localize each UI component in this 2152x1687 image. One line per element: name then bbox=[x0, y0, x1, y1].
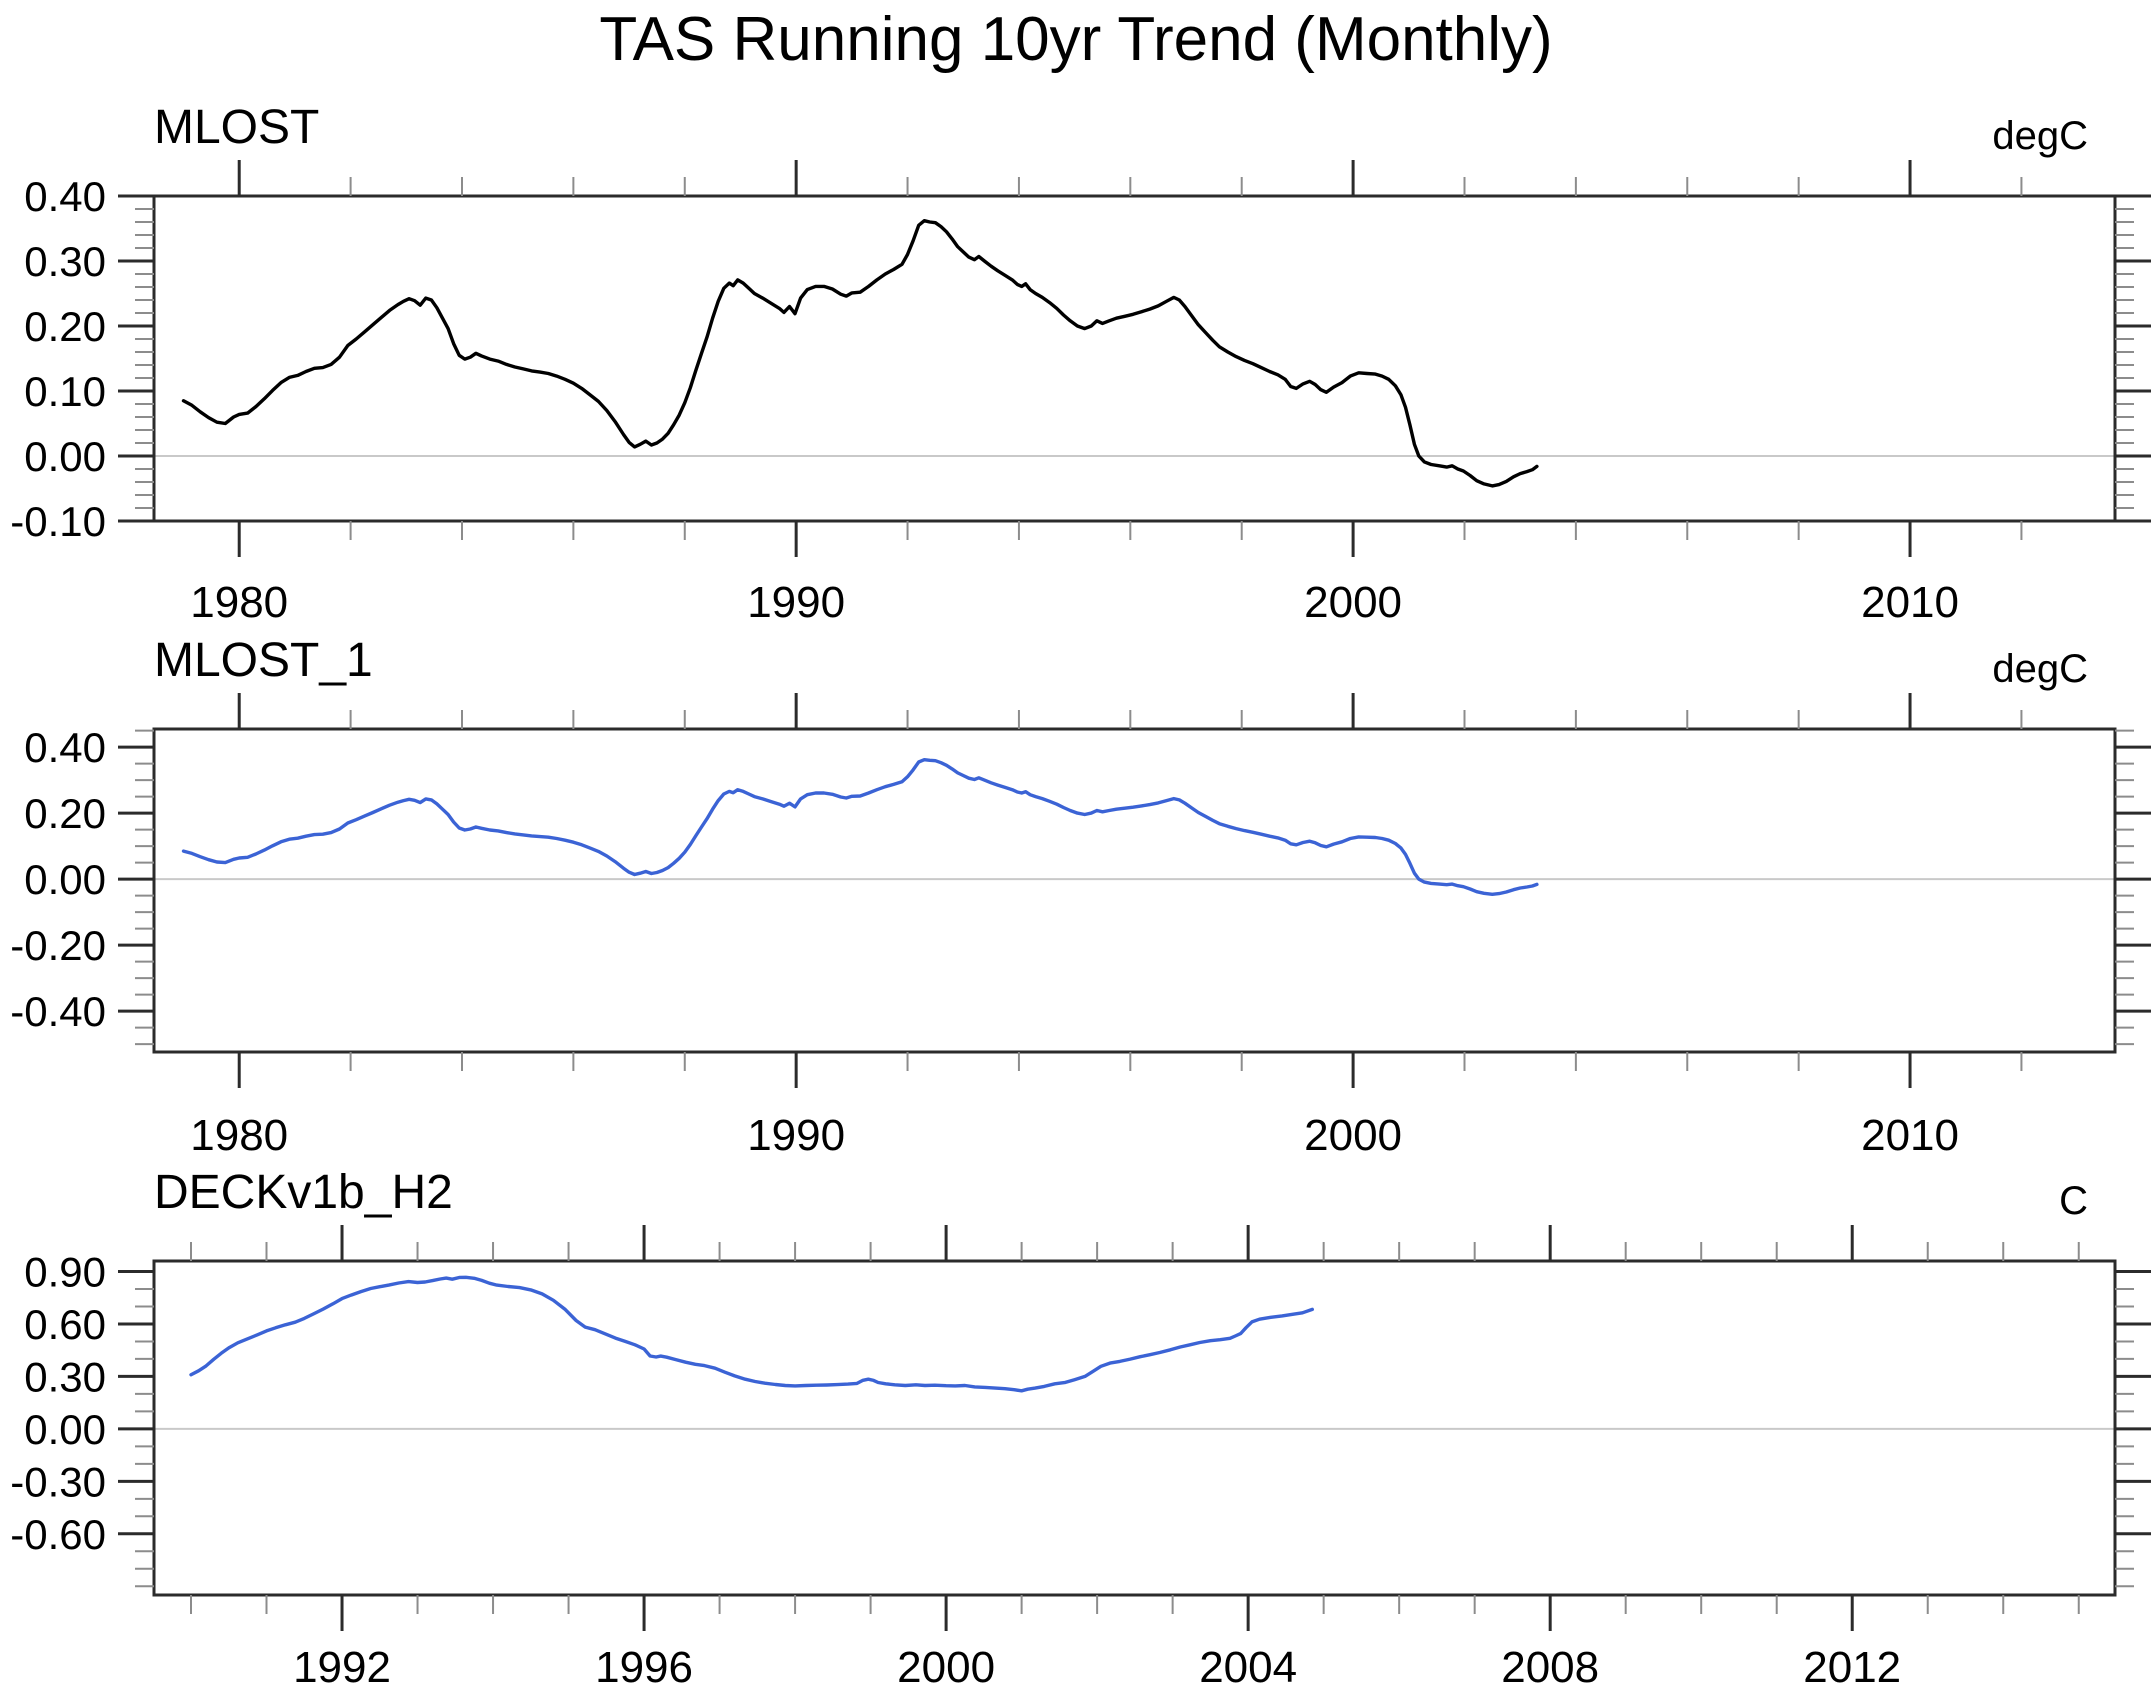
x-tick-label: 1990 bbox=[747, 578, 845, 627]
panel-3-unit: C bbox=[2059, 1179, 2088, 1223]
x-tick-label: 2000 bbox=[1304, 578, 1402, 627]
series-line-mlost_1 bbox=[181, 758, 1539, 896]
y-tick-label: -0.40 bbox=[10, 988, 106, 1035]
y-tick-label: 0.20 bbox=[24, 303, 106, 350]
plot-frame-mlost_1 bbox=[152, 727, 2117, 1054]
x-tick-label: 1996 bbox=[595, 1643, 693, 1687]
x-tick-label: 2000 bbox=[1304, 1111, 1402, 1160]
chart-title: TAS Running 10yr Trend (Monthly) bbox=[599, 5, 1553, 74]
y-tick-label: 0.40 bbox=[24, 173, 106, 220]
y-tick-label: 0.10 bbox=[24, 368, 106, 415]
panel-1-unit: degC bbox=[1992, 114, 2088, 158]
y-tick-label: -0.20 bbox=[10, 922, 106, 969]
x-tick-label: 1980 bbox=[190, 578, 288, 627]
x-tick-label: 2004 bbox=[1199, 1643, 1297, 1687]
x-tick-label: 2012 bbox=[1803, 1643, 1901, 1687]
x-tick-label: 2010 bbox=[1861, 578, 1959, 627]
series-line-deckv1b_h2 bbox=[189, 1275, 1314, 1393]
y-tick-label: 0.00 bbox=[24, 433, 106, 480]
x-tick-label: 1990 bbox=[747, 1111, 845, 1160]
y-tick-label: 0.30 bbox=[24, 238, 106, 285]
y-tick-label: -0.30 bbox=[10, 1458, 106, 1505]
plot-frame-mlost bbox=[152, 194, 2117, 523]
y-tick-label: -0.60 bbox=[10, 1511, 106, 1558]
panel-1-label: MLOST bbox=[154, 101, 320, 154]
y-tick-label: 0.00 bbox=[24, 1406, 106, 1453]
y-tick-label: 0.40 bbox=[24, 724, 106, 771]
x-tick-label: 2008 bbox=[1501, 1643, 1599, 1687]
x-tick-label: 2000 bbox=[897, 1643, 995, 1687]
x-tick-label: 1980 bbox=[190, 1111, 288, 1160]
panel-3-label: DECKv1b_H2 bbox=[154, 1166, 453, 1219]
panel-2-label: MLOST_1 bbox=[154, 634, 373, 687]
x-tick-label: 1992 bbox=[293, 1643, 391, 1687]
y-tick-label: 0.90 bbox=[24, 1248, 106, 1295]
y-tick-label: -0.10 bbox=[10, 498, 106, 545]
y-tick-label: 0.60 bbox=[24, 1301, 106, 1348]
y-tick-label: 0.00 bbox=[24, 856, 106, 903]
y-tick-label: 0.20 bbox=[24, 790, 106, 837]
x-tick-label: 2010 bbox=[1861, 1111, 1959, 1160]
series-line-mlost bbox=[181, 219, 1539, 488]
panel-2-unit: degC bbox=[1992, 647, 2088, 691]
y-tick-label: 0.30 bbox=[24, 1353, 106, 1400]
